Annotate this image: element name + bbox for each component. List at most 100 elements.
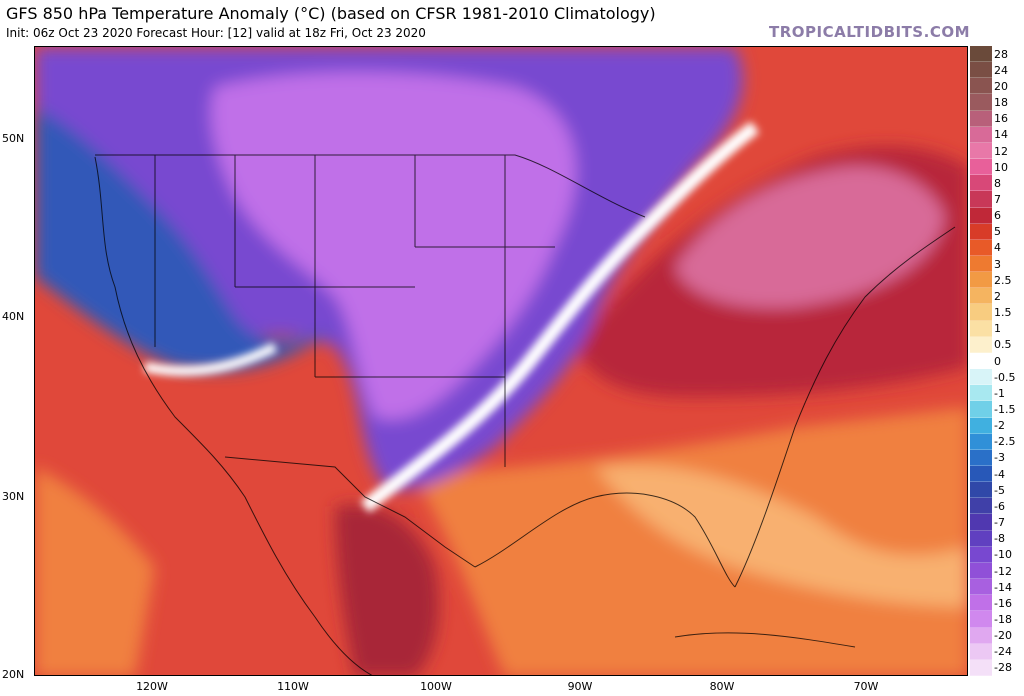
map-canvas xyxy=(35,47,967,675)
colorbar-cell xyxy=(970,562,992,580)
colorbar-cell xyxy=(970,514,992,531)
colorbar-label: -28 xyxy=(994,661,1012,675)
colorbar-label: 0 xyxy=(994,354,1001,368)
mexico-border xyxy=(224,456,476,568)
pacific-orange-region xyxy=(35,467,155,675)
atlantic-coastline xyxy=(734,226,956,588)
colorbar-cell xyxy=(970,659,992,676)
colorbar-label: 28 xyxy=(994,47,1008,61)
colorbar-cell xyxy=(970,401,992,418)
colorbar-cell xyxy=(970,62,992,79)
colorbar-label: -10 xyxy=(994,548,1012,562)
northeast-pink-region xyxy=(675,166,945,308)
colorbar-cell xyxy=(970,336,992,353)
colorbar-label: 12 xyxy=(994,144,1008,158)
colorbar-label: -3 xyxy=(994,451,1005,465)
colorbar-cell xyxy=(970,320,992,337)
colorbar-label: 1 xyxy=(994,322,1001,336)
pacific-coastline xyxy=(94,156,373,675)
colorbar-label: -8 xyxy=(994,532,1005,546)
colorbar-label: -1.5 xyxy=(994,402,1016,416)
colorbar-cell xyxy=(970,595,992,612)
brand-watermark[interactable]: TROPICALTIDBITS.COM xyxy=(769,23,970,41)
colorbar-label: 6 xyxy=(994,209,1001,223)
colorbar-cell xyxy=(970,159,992,176)
colorbar-label: -4 xyxy=(994,467,1005,481)
colorbar-cell xyxy=(970,126,992,143)
subtropical-light-region xyxy=(595,465,967,607)
lat-label-40n: 40N xyxy=(2,310,25,323)
rockies-blue-region xyxy=(35,107,335,371)
colorbar-label: 8 xyxy=(994,176,1001,190)
colorbar-label: 5 xyxy=(994,225,1001,239)
temperature-anomaly-map[interactable] xyxy=(34,46,968,676)
colorbar-cell xyxy=(970,46,992,63)
colorbar-label: -2.5 xyxy=(994,435,1016,449)
colorbar-cell xyxy=(970,417,992,434)
map-outlines xyxy=(94,154,956,675)
colorbar-label: -16 xyxy=(994,596,1012,610)
state-borders xyxy=(154,155,555,467)
lat-label-20n: 20N xyxy=(2,668,25,681)
colorbar-cell xyxy=(970,288,992,305)
colorbar-cell xyxy=(970,466,992,483)
colorbar-cell xyxy=(970,239,992,256)
colorbar-cell xyxy=(970,579,992,596)
colorbar-label: -20 xyxy=(994,629,1012,643)
colorbar-cell xyxy=(970,482,992,499)
colorbar-label: -14 xyxy=(994,580,1012,594)
colorbar-cell xyxy=(970,643,992,660)
colorbar-cell xyxy=(970,191,992,208)
colorbar-cell xyxy=(970,433,992,450)
colorbar-label: 4 xyxy=(994,241,1001,255)
colorbar-label: 16 xyxy=(994,112,1008,126)
colorbar-cell xyxy=(970,530,992,547)
lon-label-80w: 80W xyxy=(709,680,735,693)
colorbar-cell xyxy=(970,223,992,240)
colorbar-label: 24 xyxy=(994,63,1008,77)
colorbar-label: -6 xyxy=(994,499,1005,513)
colorbar-cell xyxy=(970,369,992,386)
west-front-line xyxy=(144,342,278,376)
colorbar-cell xyxy=(970,142,992,160)
cuba-outline xyxy=(674,632,856,648)
colorbar-label: 7 xyxy=(994,192,1001,206)
colorbar-label: -2 xyxy=(994,419,1005,433)
colorbar-cell xyxy=(970,110,992,127)
colorbar-cell xyxy=(970,304,992,321)
colorbar-label: 14 xyxy=(994,128,1008,142)
canada-border xyxy=(95,154,646,218)
map-title: GFS 850 hPa Temperature Anomaly (°C) (ba… xyxy=(6,4,656,23)
lon-label-120w: 120W xyxy=(136,680,168,693)
colorbar-label: 0.5 xyxy=(994,338,1012,352)
colorbar-legend: 28 24 20 18 16 14 12 10 8 7 6 5 4 3 2.5 2 1.5 1 0.5 0 -0.5 -1… xyxy=(970,46,1024,676)
colorbar-cell xyxy=(970,385,992,402)
colorbar-label: -0.5 xyxy=(994,370,1016,384)
map-subtitle: Init: 06z Oct 23 2020 Forecast Hour: [12… xyxy=(6,26,426,40)
colorbar-label: 2 xyxy=(994,289,1001,303)
colorbar-label: 20 xyxy=(994,79,1008,93)
lat-label-50n: 50N xyxy=(2,132,25,145)
colorbar-label: -5 xyxy=(994,483,1005,497)
colorbar-cell xyxy=(970,352,992,370)
colorbar-cell xyxy=(970,207,992,224)
colorbar-label: 10 xyxy=(994,160,1008,174)
zero-anomaly-front xyxy=(360,121,760,513)
colorbar-label: 2.5 xyxy=(994,273,1012,287)
magenta-core-region xyxy=(211,72,576,420)
colorbar-cell xyxy=(970,94,992,111)
colorbar-cell xyxy=(970,627,992,644)
lon-label-110w: 110W xyxy=(277,680,309,693)
mexico-red-region xyxy=(335,504,439,675)
colorbar-cell xyxy=(970,272,992,289)
lat-label-30n: 30N xyxy=(2,490,25,503)
colorbar-cell xyxy=(970,256,992,273)
colorbar-label: -1 xyxy=(994,386,1005,400)
colorbar-label: -24 xyxy=(994,645,1012,659)
colorbar-cell xyxy=(970,175,992,192)
lon-label-100w: 100W xyxy=(420,680,452,693)
colorbar-label: 18 xyxy=(994,96,1008,110)
colorbar-label: 3 xyxy=(994,257,1001,271)
gulf-coastline xyxy=(474,492,736,588)
lon-label-90w: 90W xyxy=(567,680,593,693)
